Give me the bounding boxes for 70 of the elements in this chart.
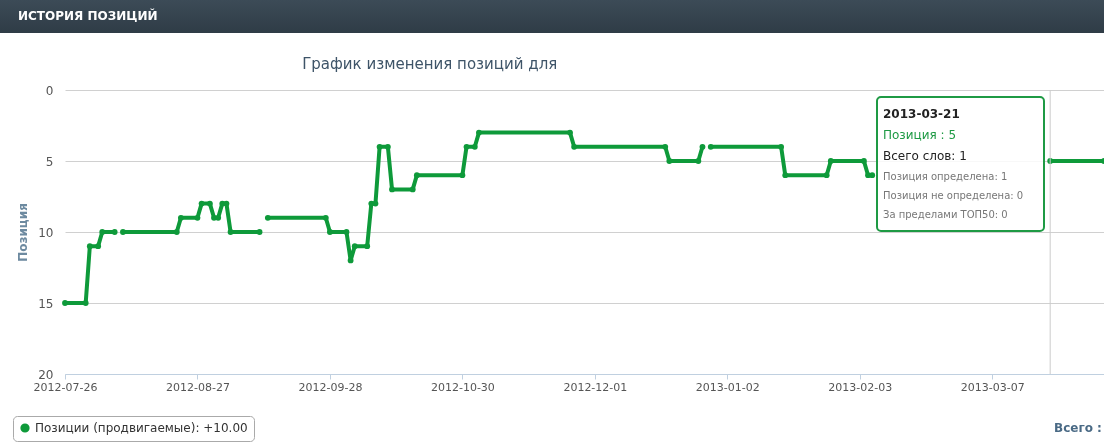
- point: [62, 300, 68, 306]
- annotation: Позиция определена: 1: [883, 170, 1009, 184]
- point: [372, 200, 379, 207]
- point: [227, 229, 234, 235]
- y-tick-label: 5: [45, 154, 54, 169]
- point: [699, 143, 706, 150]
- annotation: Позиция не определена: 0: [883, 189, 1025, 203]
- x-tick-label: 2012-08-27: [165, 380, 230, 394]
- point: [476, 129, 482, 136]
- point: [662, 143, 669, 150]
- point: [666, 158, 673, 164]
- x-tick-label: 2012-07-26: [33, 380, 98, 394]
- point: [364, 243, 371, 250]
- point: [389, 186, 395, 193]
- point: [264, 214, 271, 221]
- legend-label: Позиции (продвигаемые): +10.00: [35, 421, 248, 435]
- point: [343, 229, 350, 235]
- point: [869, 172, 876, 179]
- chart-subtitle: График изменения позиций для: [302, 55, 558, 73]
- text: Всего :: [1054, 421, 1102, 435]
- point: [861, 158, 867, 164]
- point: [778, 143, 785, 150]
- y-tick-label: 10: [38, 225, 54, 240]
- annotation: За пределами ТОП50: 0: [883, 208, 1009, 222]
- point: [413, 172, 420, 179]
- chart-title: ИСТОРИЯ ПОЗИЦИЙ: [0, 0, 1104, 33]
- point: [173, 229, 180, 235]
- point: [206, 200, 213, 207]
- point: [384, 143, 391, 150]
- y-tick-label: 0: [45, 83, 54, 98]
- point: [409, 186, 416, 193]
- point: [571, 143, 578, 150]
- x-tick-label: 2013-02-03: [828, 380, 893, 394]
- point: [327, 229, 333, 235]
- point: [322, 214, 329, 221]
- point: [86, 243, 93, 250]
- point: [347, 257, 354, 264]
- point: [695, 158, 702, 164]
- point: [120, 229, 126, 235]
- x-tick-label: 2013-01-02: [695, 380, 760, 394]
- y-axis-title: Позиция: [16, 203, 31, 262]
- point: [111, 229, 118, 235]
- point: [782, 172, 789, 179]
- x-tick-label: 2012-12-01: [563, 380, 628, 394]
- point: [471, 143, 478, 150]
- x-tick-label: 2013-03-07: [960, 380, 1025, 394]
- point: [198, 200, 205, 207]
- annotation: Всего слов: 1: [883, 148, 968, 165]
- point: [95, 243, 102, 250]
- x-tick-label: 2012-09-28: [298, 380, 363, 394]
- annotation: 2013-03-21: [883, 106, 961, 123]
- y-tick-label: 15: [38, 296, 54, 311]
- point: [827, 158, 834, 164]
- point: [351, 243, 358, 250]
- point: [459, 172, 466, 179]
- point: [463, 143, 470, 150]
- point: [215, 214, 222, 221]
- point: [177, 214, 184, 221]
- point: [223, 200, 230, 207]
- point: [256, 229, 263, 235]
- x-tick-label: 2012-10-30: [430, 380, 495, 394]
- annotation: Позиция : 5: [883, 127, 958, 144]
- point: [376, 143, 383, 150]
- point: [707, 143, 714, 150]
- point: [82, 300, 89, 306]
- point: [823, 172, 830, 179]
- point: [194, 214, 201, 221]
- point: [567, 129, 573, 136]
- y-tick-label: 20: [38, 367, 54, 382]
- point: [99, 229, 106, 235]
